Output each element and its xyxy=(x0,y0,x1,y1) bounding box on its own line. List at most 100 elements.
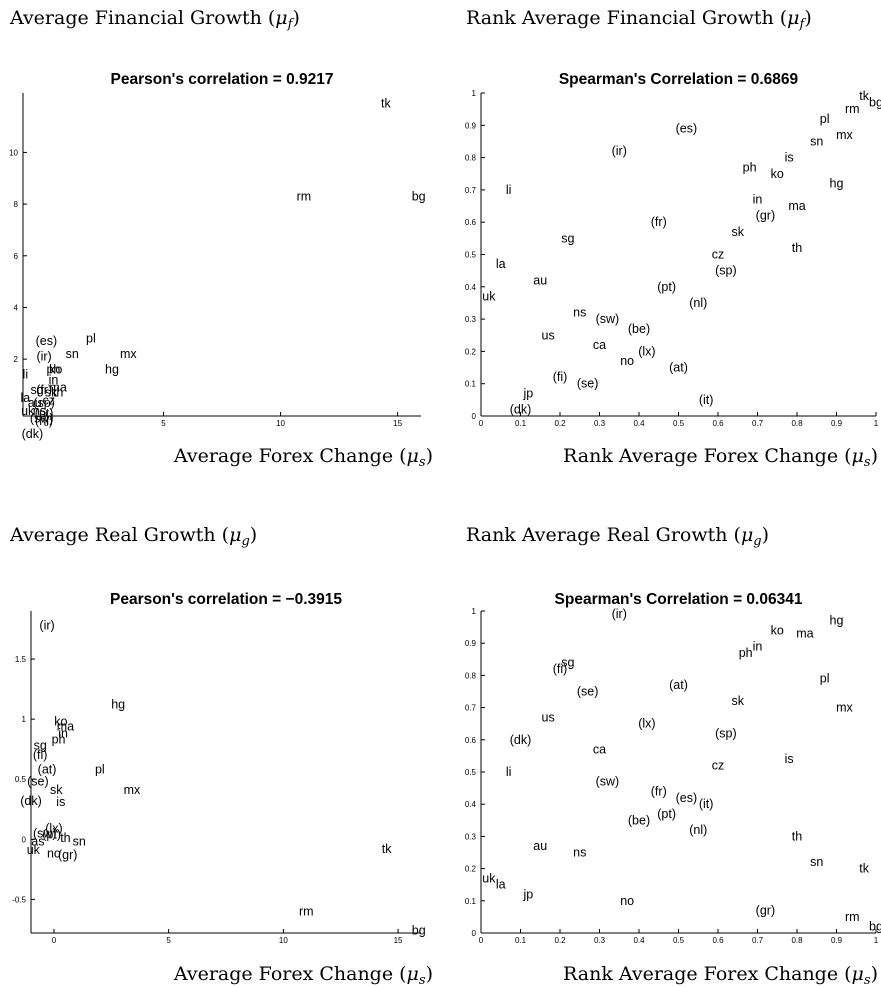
data-point-au: au xyxy=(28,396,42,410)
x-tick-label: 0.7 xyxy=(752,936,764,945)
data-point-at: (at) xyxy=(669,678,688,692)
data-point-uk: uk xyxy=(482,871,496,885)
x-tick-label: 0.3 xyxy=(594,936,606,945)
data-point-ko: ko xyxy=(771,167,784,181)
y-tick-label: 0.3 xyxy=(465,315,477,324)
data-point-ph: ph xyxy=(52,733,66,747)
data-point-uk: uk xyxy=(21,404,35,418)
data-point-li: li xyxy=(506,765,512,779)
data-point-la: la xyxy=(496,257,506,271)
data-point-se: (se) xyxy=(577,377,599,391)
data-point-ma: ma xyxy=(796,627,813,641)
y-tick-label: 0.8 xyxy=(465,154,477,163)
data-point-ko: ko xyxy=(771,623,784,637)
data-point-is: is xyxy=(785,151,794,165)
data-point-rm: rm xyxy=(299,904,314,918)
data-point-pt: (pt) xyxy=(42,827,61,841)
data-point-fr: (fr) xyxy=(36,383,52,397)
x-tick-label: 0.6 xyxy=(712,936,724,945)
data-point-us: us xyxy=(542,710,555,724)
y-tick-label: 0.6 xyxy=(465,736,477,745)
y-tick-label: 0.6 xyxy=(465,218,477,227)
data-point-pt: (pt) xyxy=(657,280,676,294)
data-point-ph: ph xyxy=(743,160,757,174)
data-point-ir: (ir) xyxy=(612,144,627,158)
y-tick-label: 1 xyxy=(472,89,477,98)
panel-heading: Average Real Growth (μg) xyxy=(9,524,257,549)
data-point-no: no xyxy=(620,354,634,368)
x-tick-label: 15 xyxy=(393,419,402,428)
data-point-se: (se) xyxy=(577,685,599,699)
data-point-mx: mx xyxy=(836,128,853,142)
y-tick-label: 0.5 xyxy=(465,768,477,777)
x-tick-label: 0.4 xyxy=(633,419,645,428)
data-point-sp: (sp) xyxy=(715,264,737,278)
data-point-mx: mx xyxy=(120,347,137,361)
x-tick-label: 0.7 xyxy=(752,419,764,428)
data-point-pt: (pt) xyxy=(657,807,676,821)
data-point-rm: rm xyxy=(297,189,312,203)
data-point-nl: (nl) xyxy=(689,823,707,837)
x-tick-label: 0.8 xyxy=(791,936,803,945)
data-point-bg: bg xyxy=(869,96,881,110)
data-point-sw: (sw) xyxy=(33,826,57,840)
data-point-tk: tk xyxy=(381,96,391,110)
data-point-sg: sg xyxy=(561,656,574,670)
x-tick-label: 0 xyxy=(479,936,484,945)
y-tick-label: 0 xyxy=(472,929,477,938)
data-point-dk: (dk) xyxy=(22,427,44,441)
data-point-jp: jp xyxy=(523,887,534,901)
data-point-ph: ph xyxy=(46,362,60,376)
data-point-sw: (sw) xyxy=(596,312,620,326)
data-point-is: is xyxy=(785,752,794,766)
x-tick-label: 0.4 xyxy=(633,936,645,945)
data-point-rm: rm xyxy=(845,102,860,116)
y-tick-label: 0.2 xyxy=(465,865,477,874)
data-point-ca: ca xyxy=(593,742,606,756)
panel-heading: Rank Average Real Growth (μg) xyxy=(466,524,769,549)
y-tick-label: 4 xyxy=(14,303,19,312)
x-tick-label: 0 xyxy=(479,419,484,428)
y-tick-label: 0.8 xyxy=(465,671,477,680)
data-point-nl: (nl) xyxy=(689,296,707,310)
data-point-dk: (dk) xyxy=(510,733,532,747)
data-point-th: th xyxy=(53,386,63,400)
x-axis-label: Rank Average Forex Change (μs) xyxy=(563,445,878,470)
data-point-jp: jp xyxy=(523,386,534,400)
y-tick-label: 1 xyxy=(22,715,27,724)
data-point-rm: rm xyxy=(845,910,860,924)
data-point-mx: mx xyxy=(124,783,141,797)
data-point-fi: (fi) xyxy=(553,662,568,676)
x-tick-label: 1 xyxy=(874,419,879,428)
x-tick-label: 0.9 xyxy=(831,419,843,428)
data-point-bg: bg xyxy=(412,189,426,203)
data-point-sk: sk xyxy=(732,225,745,239)
data-point-bg: bg xyxy=(412,924,426,938)
data-point-ko: ko xyxy=(54,715,67,729)
data-point-sn: sn xyxy=(810,855,823,869)
data-point-be: (be) xyxy=(628,813,650,827)
data-point-at: (at) xyxy=(38,763,57,777)
data-point-sn: sn xyxy=(66,347,79,361)
data-point-es: (es) xyxy=(676,791,698,805)
y-tick-label: -0.5 xyxy=(12,895,26,904)
data-point-ns: ns xyxy=(573,846,586,860)
x-tick-label: 0.9 xyxy=(831,936,843,945)
data-point-in: in xyxy=(58,727,68,741)
data-point-lx: (lx) xyxy=(45,821,62,835)
data-point-hg: hg xyxy=(105,362,119,376)
data-point-gr: (gr) xyxy=(756,209,775,223)
data-point-th: th xyxy=(60,831,70,845)
y-tick-label: 6 xyxy=(14,252,19,261)
data-point-ir: (ir) xyxy=(612,607,627,621)
data-point-sp: (sp) xyxy=(33,396,55,410)
data-point-fr: (fr) xyxy=(651,215,667,229)
data-point-cz: cz xyxy=(712,248,725,262)
chart-title: Pearson's correlation = 0.9217 xyxy=(111,71,334,88)
data-point-la: la xyxy=(20,391,30,405)
data-point-fi: (fi) xyxy=(553,370,568,384)
y-tick-label: 0.7 xyxy=(465,704,477,713)
data-point-at: (at) xyxy=(669,361,688,375)
y-tick-label: 0 xyxy=(472,412,477,421)
